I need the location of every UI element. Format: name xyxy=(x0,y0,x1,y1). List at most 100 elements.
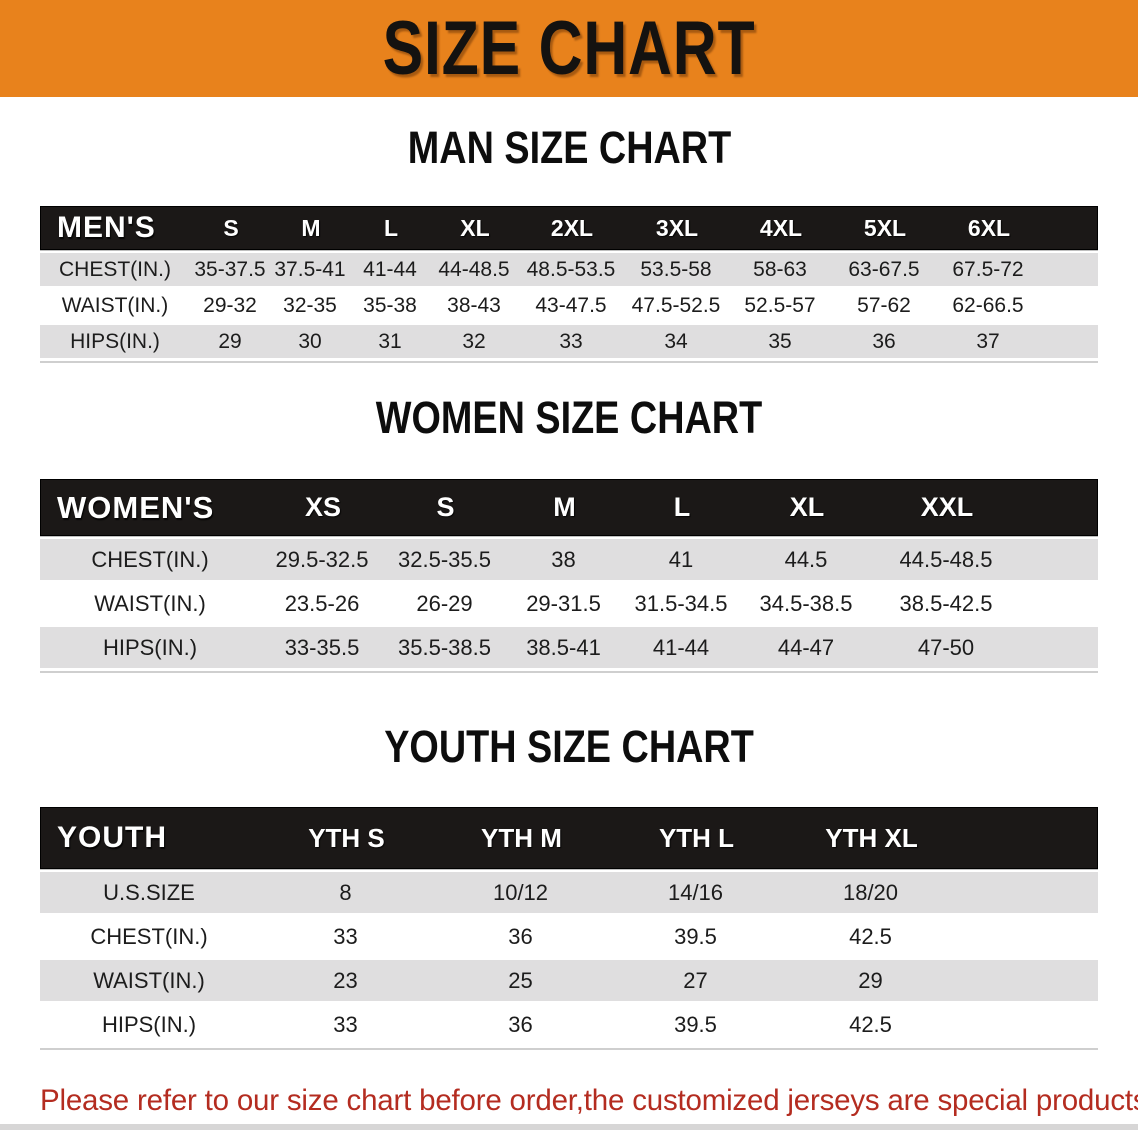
women-size-table: WOMEN'S XS S M L XL XXL CHEST(IN.) 29.5-32.5 32.5… xyxy=(40,479,1098,673)
table-row: CHEST(IN.) 29.5-32.5 32.5-35.5 38 41 44.5 44.5… xyxy=(40,539,1098,580)
measurement-row-label: CHEST(IN.) xyxy=(91,546,209,572)
size-column-header: XL xyxy=(789,492,825,522)
size-value-cell: 36 xyxy=(508,1011,533,1037)
table-row: CHEST(IN.) 33 36 39.5 42.5 xyxy=(40,916,1098,957)
size-value-cell: 10/12 xyxy=(492,879,549,905)
size-column-header: YTH XL xyxy=(825,822,918,853)
size-value-cell: 53.5-58 xyxy=(640,257,712,281)
size-value-cell: 14/16 xyxy=(667,879,724,905)
size-column-header: 5XL xyxy=(863,214,907,241)
disclaimer-line-1: Please refer to our size chart before or… xyxy=(40,1084,1138,1117)
section-youth: YOUTH SIZE CHART YOUTH YTH S YTH M YTH L YTH… xyxy=(0,723,1138,1050)
size-value-cell: 29.5-32.5 xyxy=(275,546,369,572)
size-value-cell: 42.5 xyxy=(849,1011,892,1037)
banner: SIZE CHART xyxy=(0,0,1138,97)
size-value-cell: 63-67.5 xyxy=(848,257,920,281)
section-women: WOMEN SIZE CHART WOMEN'S XS S M L XL XXL CHEST(… xyxy=(0,394,1138,673)
table-row: HIPS(IN.) 33 36 39.5 42.5 xyxy=(40,1004,1098,1045)
size-value-cell: 31 xyxy=(378,329,402,353)
size-value-cell: 47-50 xyxy=(917,634,975,660)
measurement-row-label: HIPS(IN.) xyxy=(101,1011,197,1037)
size-column-header: S xyxy=(436,492,455,522)
table-row: U.S.SIZE 8 10/12 14/16 18/20 xyxy=(40,872,1098,913)
table-header-row: WOMEN'S XS S M L XL XXL xyxy=(40,479,1098,536)
size-value-cell: 44.5 xyxy=(784,546,828,572)
size-value-cell: 23 xyxy=(333,967,358,993)
men-section-heading: MAN SIZE CHART xyxy=(0,124,1138,183)
size-value-cell: 38.5-41 xyxy=(526,634,601,660)
size-value-cell: 57-62 xyxy=(857,293,911,317)
size-column-header: XL xyxy=(460,214,490,241)
size-value-cell: 41-44 xyxy=(363,257,417,281)
size-value-cell: 38.5-42.5 xyxy=(899,590,993,616)
measurement-row-label: HIPS(IN.) xyxy=(102,634,198,660)
size-value-cell: 31.5-34.5 xyxy=(634,590,728,616)
women-section-heading-text: WOMEN SIZE CHART xyxy=(375,392,763,443)
size-value-cell: 48.5-53.5 xyxy=(526,257,616,281)
size-value-cell: 36 xyxy=(508,923,533,949)
men-size-table: MEN'S S M L XL 2XL 3XL 4XL 5XL 6XL CHEST(IN.) 35-37… xyxy=(40,206,1098,363)
size-column-header: YTH L xyxy=(658,822,735,853)
youth-size-table: YOUTH YTH S YTH M YTH L YTH XL U.S.SIZE 8 10/12… xyxy=(40,807,1098,1050)
men-section-heading-text: MAN SIZE CHART xyxy=(407,122,731,173)
size-value-cell: 25 xyxy=(508,967,533,993)
measurement-row-label: WAIST(IN.) xyxy=(94,590,206,616)
size-column-header: L xyxy=(673,492,691,522)
size-value-cell: 29 xyxy=(858,967,883,993)
size-value-cell: 32.5-35.5 xyxy=(398,546,491,572)
page-title: SIZE CHART xyxy=(382,5,756,91)
size-column-header: L xyxy=(383,214,399,241)
section-men: MAN SIZE CHART MEN'S S M L XL 2XL 3XL 4XL 5XL 6XL… xyxy=(0,124,1138,363)
size-column-header: 3XL xyxy=(655,214,699,241)
size-column-header: 6XL xyxy=(967,214,1011,241)
measurement-row-label: HIPS(IN.) xyxy=(70,329,160,353)
size-value-cell: 32-35 xyxy=(283,293,337,317)
measurement-row-label: WAIST(IN.) xyxy=(61,293,169,317)
measurement-row-label: CHEST(IN.) xyxy=(90,923,208,949)
size-value-cell: 35-37.5 xyxy=(194,257,266,281)
size-value-cell: 32 xyxy=(462,329,486,353)
size-value-cell: 42.5 xyxy=(849,923,892,949)
table-header-row: MEN'S S M L XL 2XL 3XL 4XL 5XL 6XL xyxy=(40,206,1098,250)
table-category-label: WOMEN'S xyxy=(57,489,215,525)
size-value-cell: 58-63 xyxy=(753,257,807,281)
size-value-cell: 29-31.5 xyxy=(526,590,601,616)
size-value-cell: 23.5-26 xyxy=(284,590,360,616)
size-value-cell: 35-38 xyxy=(363,293,417,317)
size-value-cell: 36 xyxy=(872,329,896,353)
size-value-cell: 37 xyxy=(976,329,1000,353)
size-value-cell: 33 xyxy=(559,329,583,353)
youth-section-heading-text: YOUTH SIZE CHART xyxy=(384,721,754,772)
size-value-cell: 18/20 xyxy=(842,879,899,905)
size-column-header: S xyxy=(223,214,239,241)
size-value-cell: 30 xyxy=(298,329,322,353)
size-value-cell: 47.5-52.5 xyxy=(631,293,721,317)
size-column-header: 2XL xyxy=(550,214,594,241)
size-column-header: 4XL xyxy=(759,214,803,241)
size-column-header: M xyxy=(301,214,321,241)
size-value-cell: 44-48.5 xyxy=(438,257,510,281)
size-value-cell: 41 xyxy=(668,546,694,572)
women-section-heading: WOMEN SIZE CHART xyxy=(0,394,1138,453)
size-value-cell: 34.5-38.5 xyxy=(759,590,853,616)
size-value-cell: 52.5-57 xyxy=(744,293,816,317)
size-value-cell: 43-47.5 xyxy=(535,293,607,317)
size-value-cell: 38 xyxy=(551,546,576,572)
size-value-cell: 33 xyxy=(333,1011,358,1037)
size-value-cell: 44.5-48.5 xyxy=(899,546,993,572)
table-header-row: YOUTH YTH S YTH M YTH L YTH XL xyxy=(40,807,1098,869)
size-column-header: XXL xyxy=(920,492,974,522)
size-column-header: M xyxy=(553,492,576,522)
size-column-header: XS xyxy=(304,492,342,522)
table-row: HIPS(IN.) 33-35.5 35.5-38.5 38.5-41 41-44 44-… xyxy=(40,627,1098,668)
size-value-cell: 33-35.5 xyxy=(284,634,360,660)
size-value-cell: 67.5-72 xyxy=(952,257,1024,281)
bottom-edge-strip xyxy=(0,1124,1138,1130)
table-row: HIPS(IN.) 29 30 31 32 33 34 35 36 37 xyxy=(40,325,1098,358)
size-value-cell: 62-66.5 xyxy=(952,293,1024,317)
table-row: WAIST(IN.) 23.5-26 26-29 29-31.5 31.5-34.5 34… xyxy=(40,583,1098,624)
size-value-cell: 39.5 xyxy=(674,1011,717,1037)
size-value-cell: 8 xyxy=(339,879,352,905)
size-value-cell: 35 xyxy=(768,329,792,353)
size-value-cell: 44-47 xyxy=(777,634,835,660)
